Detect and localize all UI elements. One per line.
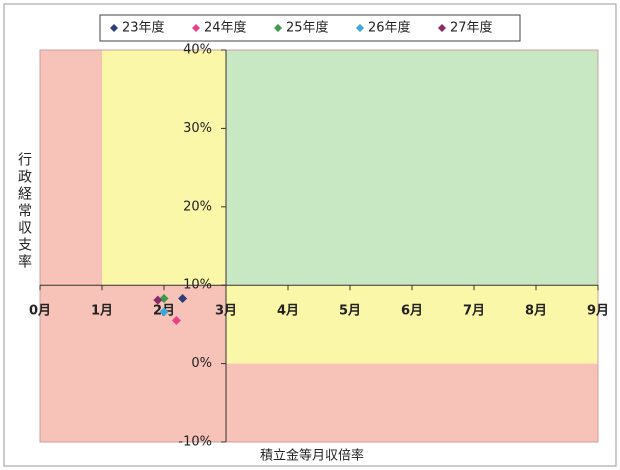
region [40, 285, 226, 442]
y-axis-label: 行政経常収支率 [16, 152, 32, 271]
region [40, 50, 102, 286]
legend-box [99, 14, 521, 42]
region [226, 363, 598, 442]
point [171, 315, 181, 325]
legend-marker [110, 24, 118, 32]
plot-border [39, 49, 599, 443]
legend-marker [274, 24, 282, 32]
x-tick-label: 9月 [587, 304, 609, 319]
region [226, 50, 598, 286]
x-tick-label: 5月 [339, 304, 361, 319]
legend-label: 25年度 [286, 20, 329, 36]
legend-label: 27年度 [450, 20, 493, 36]
x-tick-label: 4月 [277, 304, 299, 319]
x-tick-label: 7月 [463, 304, 485, 319]
x-tick-label: 6月 [401, 304, 423, 319]
region [226, 285, 598, 364]
y-tick-label: 0% [191, 356, 212, 371]
x-tick-label: 8月 [525, 304, 547, 319]
y-tick-label: 40% [183, 43, 212, 58]
y-tick-label: 10% [183, 278, 212, 293]
x-axis-label: 積立金等月収倍率 [260, 448, 364, 464]
point [153, 295, 163, 305]
point [159, 307, 169, 317]
legend-label: 26年度 [368, 20, 411, 36]
legend-label: 24年度 [204, 20, 247, 36]
y-tick-label: 20% [183, 199, 212, 214]
point [178, 294, 188, 304]
y-tick-label: 30% [183, 121, 212, 136]
legend-label: 23年度 [122, 20, 165, 36]
point [159, 294, 169, 304]
legend-marker [438, 24, 446, 32]
region [102, 50, 226, 286]
y-tick-label: -10% [178, 435, 212, 450]
legend-marker [356, 24, 364, 32]
legend-marker [192, 24, 200, 32]
x-tick-label: 0月 [29, 304, 51, 319]
x-tick-label: 1月 [91, 304, 113, 319]
x-tick-label: 3月 [215, 304, 237, 319]
